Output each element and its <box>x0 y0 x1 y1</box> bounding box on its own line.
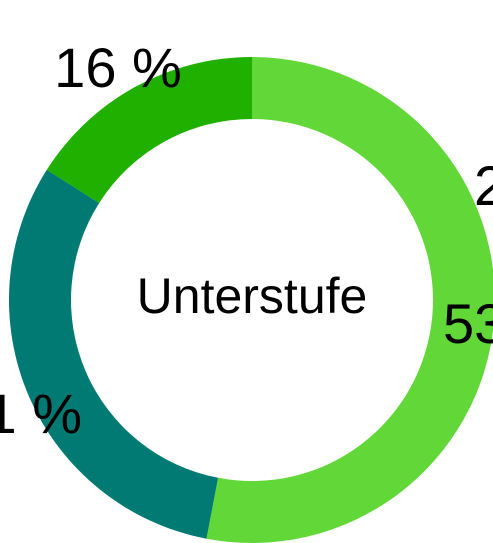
donut <box>9 57 493 543</box>
donut-segment <box>206 57 493 543</box>
donut-segment <box>46 57 253 204</box>
value-label: 31 % <box>0 382 82 445</box>
value-label: 16 % <box>54 36 182 99</box>
donut-segment <box>9 169 219 539</box>
center-label: Unterstufe <box>137 268 368 324</box>
annotation: 2 <box>474 154 493 217</box>
value-label: 53 % <box>443 292 493 355</box>
